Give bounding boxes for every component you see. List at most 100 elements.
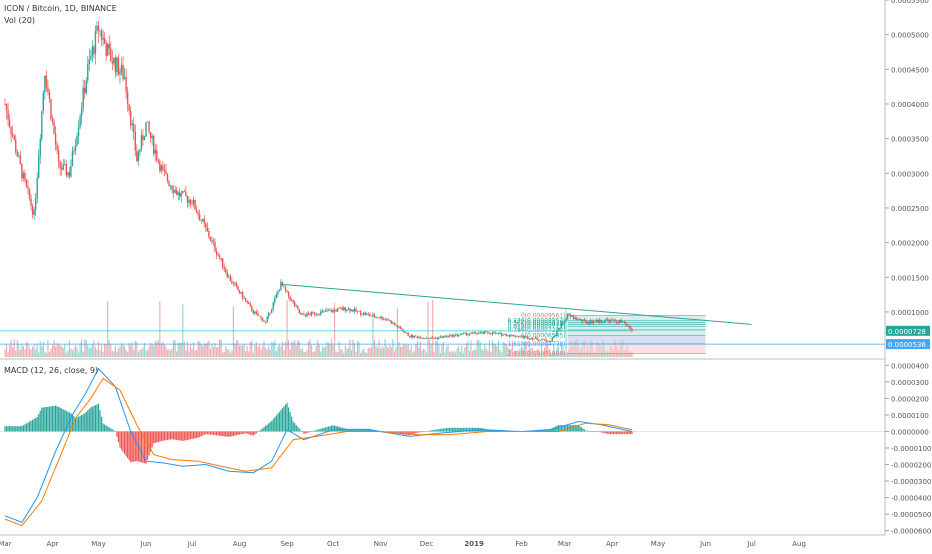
volume-bar <box>237 340 239 357</box>
macd-histogram-bar <box>48 406 51 432</box>
volume-bar <box>260 349 262 357</box>
candle-body <box>335 310 337 312</box>
macd-histogram-bar <box>620 431 622 435</box>
candle-body <box>126 91 129 104</box>
macd-histogram-bar <box>208 431 210 435</box>
candle-body <box>45 75 48 88</box>
candle-body <box>439 336 442 338</box>
volume-bar <box>18 344 20 357</box>
macd-histogram-bar <box>64 410 66 432</box>
candle-body <box>71 150 74 166</box>
candle-body <box>481 331 483 333</box>
candle-body <box>323 310 325 312</box>
candle-body <box>551 337 553 342</box>
macd-histogram-bar <box>67 411 69 432</box>
macd-histogram-bar <box>406 431 408 435</box>
volume-bar <box>399 346 402 357</box>
candle-body <box>295 306 297 308</box>
volume-bar <box>396 308 399 357</box>
candle-body <box>287 291 290 297</box>
candle-body <box>96 25 98 31</box>
volume-bar <box>547 344 549 357</box>
volume-bar <box>565 310 567 357</box>
macd-y-tick-label: -0.0000200 <box>891 462 931 470</box>
volume-bar <box>25 342 28 357</box>
candle-body <box>149 131 152 139</box>
volume-bar <box>68 340 70 357</box>
candle-body <box>192 199 195 205</box>
volume-bar <box>608 351 610 357</box>
candle-body <box>528 338 530 340</box>
candle-body <box>177 192 179 195</box>
volume-bar <box>84 339 86 357</box>
macd-histogram-bar <box>265 425 267 432</box>
candle-body <box>8 120 11 127</box>
candle-body <box>13 136 15 140</box>
candle-body <box>378 317 380 319</box>
candle-body <box>304 314 307 317</box>
candle-body <box>11 134 14 137</box>
volume-bar <box>327 342 330 357</box>
symbol-legend[interactable]: ICON / Bitcoin, 1D, BINANCE <box>4 4 117 13</box>
volume-bar <box>450 350 452 357</box>
macd-histogram-bar <box>416 431 418 433</box>
macd-histogram-bar <box>136 431 138 462</box>
volume-bar <box>314 351 316 357</box>
candle-body <box>341 308 343 310</box>
candle-body <box>74 145 77 151</box>
macd-histogram-bar <box>87 410 89 432</box>
candle-body <box>73 150 75 152</box>
macd-histogram-bar <box>226 431 228 437</box>
macd-histogram-bar <box>439 428 441 432</box>
macd-histogram-bar <box>81 415 83 432</box>
macd-histogram-bar <box>105 425 107 432</box>
macd-histogram-bar <box>10 426 12 432</box>
volume-bar <box>323 347 325 357</box>
volume-bar <box>364 352 366 357</box>
volume-bar <box>510 349 512 357</box>
x-tick-label: Apr <box>46 540 58 548</box>
candle-body <box>454 334 457 335</box>
volume-bar <box>491 340 494 357</box>
macd-histogram-bar <box>560 425 563 432</box>
macd-histogram-bar <box>261 428 264 432</box>
volume-bar <box>315 346 317 357</box>
candle-body <box>142 135 144 141</box>
volume-bar <box>134 340 136 357</box>
volume-bar <box>387 348 389 357</box>
volume-bar <box>192 342 195 357</box>
candle-body <box>267 312 270 317</box>
candle-body <box>404 332 406 334</box>
volume-bar <box>280 346 282 357</box>
macd-histogram-bar <box>337 426 339 432</box>
volume-bar <box>202 345 204 357</box>
volume-bar <box>168 349 170 357</box>
candle-body <box>338 308 340 309</box>
volume-bar <box>436 340 438 357</box>
macd-histogram-bar <box>140 431 143 463</box>
volume-legend[interactable]: Vol (20) <box>4 16 35 25</box>
volume-bar <box>105 343 107 357</box>
volume-bar <box>401 346 403 357</box>
volume-bar <box>286 300 288 357</box>
macd-legend[interactable]: MACD (12, 26, close, 9) <box>4 366 99 375</box>
fib-zone-mid <box>567 335 706 344</box>
volume-bar <box>554 352 556 357</box>
volume-bar <box>199 341 201 357</box>
candle-body <box>269 312 271 314</box>
candle-body <box>310 311 313 316</box>
macd-histogram-bar <box>127 431 129 459</box>
macd-histogram-bar <box>442 428 445 432</box>
volume-bar <box>349 339 351 357</box>
macd-histogram-bar <box>238 431 241 435</box>
macd-histogram-bar <box>278 411 280 432</box>
candle-body <box>70 165 72 177</box>
volume-bar <box>333 302 336 357</box>
macd-histogram-bar <box>179 431 181 441</box>
macd-histogram-bar <box>609 431 612 435</box>
macd-histogram-bar <box>77 416 80 432</box>
candle-body <box>519 336 521 338</box>
macd-histogram-bar <box>225 431 227 437</box>
volume-bar <box>226 349 228 357</box>
volume-bar <box>268 344 270 357</box>
